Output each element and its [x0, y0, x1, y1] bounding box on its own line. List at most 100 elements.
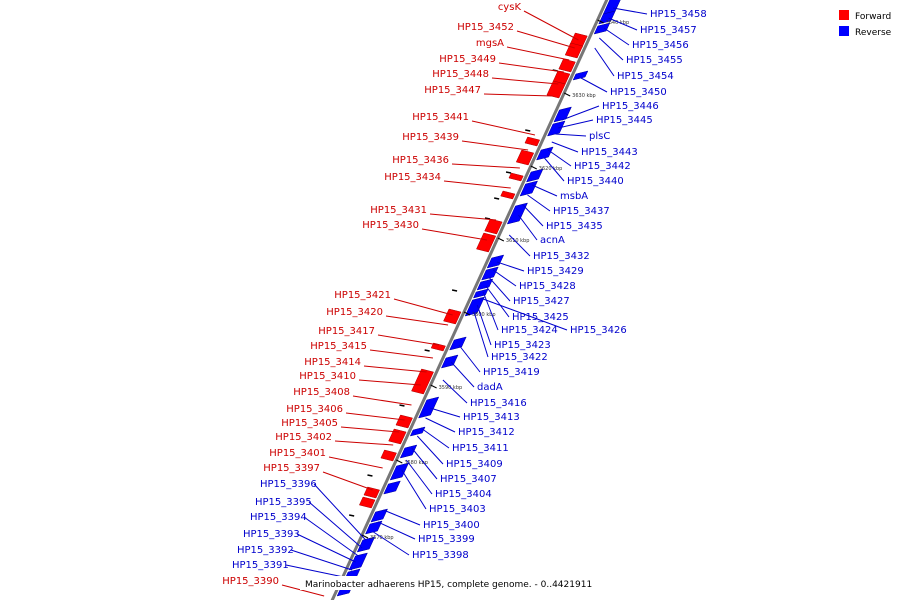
forward-leader-line	[393, 298, 453, 316]
forward-gene-label: HP15_3397	[263, 463, 320, 474]
forward-leader-line	[328, 456, 383, 469]
reverse-gene-arrow	[449, 336, 467, 351]
reverse-leader-line	[480, 297, 568, 331]
forward-leader-line	[377, 334, 439, 346]
forward-gene-arrow	[508, 172, 524, 182]
reverse-gene-label: HP15_3393	[243, 529, 300, 540]
forward-gene-label: HP15_3402	[275, 432, 332, 443]
reverse-gene-arrow	[399, 444, 418, 459]
reverse-gene-label: HP15_3450	[610, 87, 667, 98]
feature-mark	[399, 404, 405, 407]
reverse-leader-line	[612, 7, 648, 15]
reverse-gene-label: HP15_3432	[533, 251, 590, 262]
reverse-leader-line	[551, 141, 579, 153]
reverse-leader-line	[508, 234, 531, 257]
reverse-gene-label: HP15_3399	[418, 534, 475, 545]
reverse-gene-label: msbA	[560, 191, 588, 202]
forward-leader-line	[363, 365, 427, 373]
reverse-gene-label: HP15_3437	[553, 206, 610, 217]
forward-gene-label: HP15_3414	[304, 357, 361, 368]
reverse-gene-label: HP15_3392	[237, 545, 294, 556]
reverse-leader-line	[492, 269, 517, 287]
reverse-gene-label: HP15_3403	[429, 504, 486, 515]
forward-gene-arrow	[388, 428, 407, 445]
reverse-gene-label: HP15_3457	[640, 25, 697, 36]
forward-leader-line	[358, 379, 421, 386]
reverse-leader-line	[473, 311, 489, 358]
forward-gene-label: HP15_3434	[384, 172, 441, 183]
reverse-leader-line	[485, 285, 510, 318]
reverse-gene-arrow	[383, 480, 401, 495]
reverse-leader-line	[401, 469, 427, 510]
forward-gene-label: HP15_3417	[318, 326, 375, 337]
reverse-leader-line	[285, 564, 349, 579]
scale-tick	[396, 459, 403, 464]
forward-gene-arrow	[546, 80, 566, 99]
forward-leader-line	[506, 46, 570, 61]
feature-mark	[505, 171, 512, 174]
reverse-gene-label: HP15_3396	[260, 479, 317, 490]
reverse-gene-label: HP15_3394	[250, 512, 307, 523]
forward-gene-arrow	[524, 136, 541, 147]
forward-gene-label: HP15_3408	[293, 387, 350, 398]
forward-leader-line	[421, 228, 488, 241]
caption-background	[300, 576, 600, 590]
reverse-leader-line	[496, 261, 525, 272]
forward-leader-line	[498, 62, 564, 73]
reverse-gene-label: HP15_3413	[463, 412, 520, 423]
forward-gene-label: HP15_3401	[269, 448, 326, 459]
forward-gene-label: HP15_3421	[334, 290, 391, 301]
feature-mark	[494, 197, 500, 200]
scale-tick-label: 3640 kbp	[606, 20, 630, 26]
reverse-leader-line	[482, 291, 499, 331]
reverse-gene-label: HP15_3445	[596, 115, 653, 126]
reverse-gene-arrow	[572, 70, 589, 81]
scale-tick-label: 3630 kbp	[572, 93, 596, 99]
forward-gene-label: HP15_3447	[424, 85, 481, 96]
reverse-leader-line	[544, 157, 565, 182]
reverse-leader-line	[527, 194, 551, 212]
forward-leader-line	[369, 349, 434, 359]
feature-mark	[424, 349, 430, 352]
forward-gene-label: HP15_3431	[370, 205, 427, 216]
forward-gene-label: HP15_3439	[402, 132, 459, 143]
reverse-gene-label: HP15_3395	[255, 497, 312, 508]
reverse-gene-label: HP15_3443	[581, 147, 638, 158]
feature-mark	[525, 129, 531, 132]
reverse-gene-arrow	[526, 168, 544, 183]
forward-gene-label: HP15_3420	[326, 307, 383, 318]
forward-gene-arrow	[515, 149, 535, 166]
reverse-leader-line	[373, 531, 410, 556]
forward-gene-label: HP15_3441	[412, 112, 469, 123]
scale-tick-label: 3610 kbp	[506, 238, 530, 244]
reverse-gene-label: HP15_3400	[423, 520, 480, 531]
reverse-leader-line	[429, 407, 461, 418]
forward-leader-line	[491, 77, 559, 85]
feature-mark	[451, 289, 458, 292]
forward-leader-line	[471, 120, 536, 136]
reverse-leader-line	[450, 361, 475, 388]
reverse-gene-arrow	[519, 180, 538, 197]
forward-gene-label: HP15_3452	[457, 22, 514, 33]
reverse-leader-line	[420, 427, 450, 449]
forward-gene-arrow	[359, 496, 376, 509]
legend-forward-label: Forward	[855, 12, 891, 22]
legend-forward-swatch	[839, 10, 849, 20]
genes-layer	[336, 0, 621, 597]
reverse-gene-arrow	[553, 106, 572, 123]
reverse-gene-label: HP15_3454	[617, 71, 674, 82]
reverse-gene-label: HP15_3435	[546, 221, 603, 232]
reverse-leader-line	[558, 119, 594, 129]
forward-leader-line	[385, 315, 449, 326]
reverse-leader-line	[594, 47, 615, 77]
forward-gene-arrow	[558, 58, 576, 73]
reverse-gene-label: HP15_3429	[527, 266, 584, 277]
reverse-leader-line	[290, 549, 353, 571]
forward-leader-line	[451, 163, 520, 169]
reverse-gene-label: plsC	[589, 131, 610, 142]
feature-mark	[367, 474, 373, 477]
forward-gene-label: HP15_3448	[432, 69, 489, 80]
forward-gene-arrow	[363, 486, 380, 499]
reverse-gene-label: HP15_3391	[232, 560, 289, 571]
